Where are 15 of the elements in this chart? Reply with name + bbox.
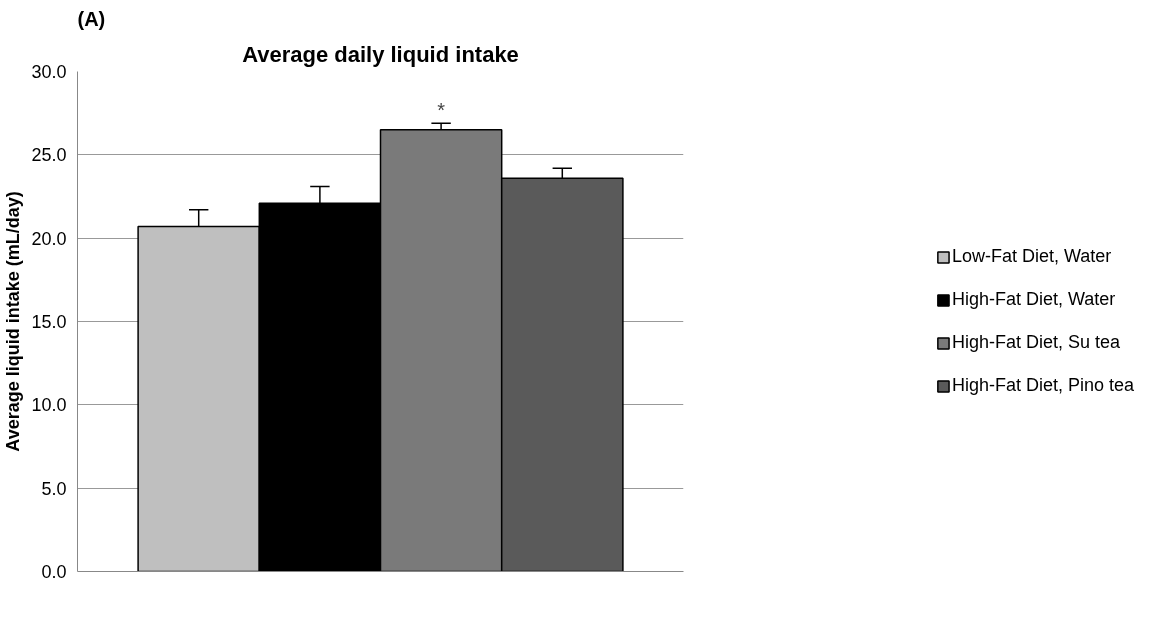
y-tick-label: 10.0 [31,395,67,416]
legend-label: High-Fat Diet, Su tea [951,332,1121,353]
y-tick-label: 5.0 [41,478,67,499]
y-tick-label: 30.0 [31,62,67,82]
chart-title: Average daily liquid intake [242,41,519,67]
legend-label: Low-Fat Diet, Water [951,246,1112,267]
y-tick-label: 0.0 [41,562,67,582]
y-axis-title: Average liquid intake (mL/day) [3,191,24,452]
text: (A) [77,7,106,30]
y-tick-label: 15.0 [31,312,67,332]
y-tick-label: 20.0 [31,228,67,249]
annotation: * [437,99,446,122]
legend-label: High-Fat Diet, Pino tea [951,375,1135,396]
y-tick-label: 25.0 [31,145,67,166]
legend-label: High-Fat Diet, Water [951,289,1116,310]
